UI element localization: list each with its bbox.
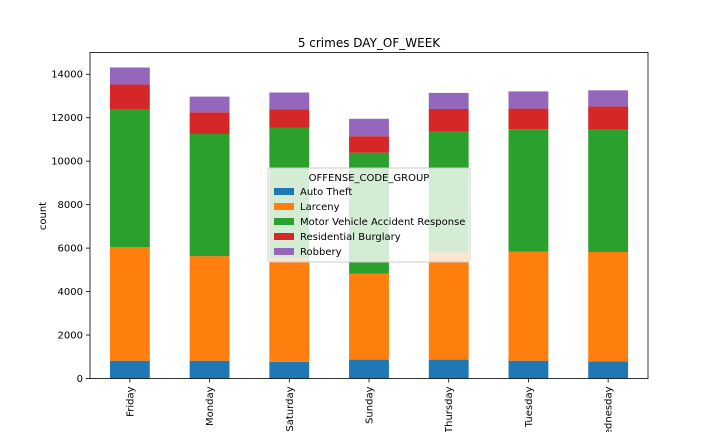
x-tick-label: Wednesday	[604, 386, 615, 432]
y-tick-label: 14000	[51, 70, 83, 81]
bar-wednesday-series-2	[588, 129, 629, 253]
bar-tuesday-series-0	[508, 360, 549, 379]
y-axis: 0 2000 4000 6000 8000 10000 12000 14000	[51, 70, 90, 385]
legend-items: Auto Theft Larceny Motor Vehicle Accident …	[274, 187, 465, 258]
bar-monday-series-3	[189, 112, 230, 134]
chart-title: 5 crimes DAY_OF_WEEK	[298, 36, 441, 50]
y-tick-label: 4000	[58, 287, 83, 298]
y-tick-label: 2000	[58, 331, 83, 342]
legend-swatch	[274, 188, 294, 195]
bar-saturday-series-0	[269, 361, 310, 379]
legend-swatch	[274, 248, 294, 255]
bar-sunday-series-0	[349, 359, 389, 379]
bar-saturday-series-4	[269, 92, 310, 110]
y-tick-label: 12000	[51, 113, 83, 124]
y-tick-label: 10000	[51, 157, 83, 168]
y-axis-title: count	[38, 202, 49, 230]
bar-wednesday-series-4	[588, 90, 629, 107]
bar-friday-series-0	[109, 360, 150, 379]
legend-label: Motor Vehicle Accident Response	[300, 217, 465, 228]
x-tick-label: Friday	[125, 386, 136, 416]
bar-thursday-series-0	[428, 359, 469, 379]
bar-wednesday-series-1	[588, 252, 629, 362]
bar-thursday-series-1	[428, 252, 469, 360]
legend-swatch	[274, 233, 294, 240]
bar-tuesday-series-2	[508, 129, 549, 252]
legend-label: Residential Burglary	[300, 232, 401, 243]
bar-monday-series-0	[189, 360, 230, 379]
bar-sunday-series-4	[349, 118, 389, 137]
bar-saturday-series-3	[269, 109, 310, 128]
x-tick-label: Monday	[205, 386, 216, 426]
bar-wednesday-series-3	[588, 106, 629, 130]
bar-friday-series-2	[109, 109, 150, 248]
bar-friday-series-4	[109, 67, 150, 85]
legend-swatch	[274, 218, 294, 225]
bar-wednesday-series-0	[588, 361, 629, 379]
x-tick-label: Tuesday	[524, 386, 535, 428]
bar-monday-series-1	[189, 256, 230, 361]
legend-label: Larceny	[300, 202, 340, 213]
bar-friday-series-1	[109, 247, 150, 361]
bar-friday-series-3	[109, 84, 150, 110]
legend-label: Auto Theft	[300, 187, 352, 198]
bar-thursday-series-3	[428, 109, 469, 132]
bar-tuesday-series-3	[508, 108, 549, 130]
bar-saturday-series-1	[269, 258, 310, 362]
legend-label: Robbery	[300, 247, 342, 258]
bar-sunday-series-1	[349, 273, 389, 360]
bar-sunday-series-3	[349, 136, 389, 153]
legend-box	[267, 167, 471, 263]
y-tick-label: 8000	[58, 200, 83, 211]
x-tick-label: Saturday	[285, 386, 296, 431]
legend-title: OFFENSE_CODE_GROUP	[309, 173, 430, 184]
legend: OFFENSE_CODE_GROUP Auto Theft Larceny Moto…	[267, 167, 471, 263]
bar-tuesday-series-4	[508, 91, 549, 109]
x-axis: Friday Monday Saturday Sunday Thursday Tuesda…	[125, 378, 615, 432]
x-tick-label: Thursday	[444, 386, 455, 432]
legend-swatch	[274, 203, 294, 210]
bar-tuesday-series-1	[508, 251, 549, 361]
bar-monday-series-2	[189, 134, 230, 257]
y-tick-label: 6000	[58, 244, 83, 255]
bar-monday-series-4	[189, 96, 230, 113]
bar-thursday-series-4	[428, 92, 469, 110]
y-tick-label: 0	[77, 374, 83, 385]
x-tick-label: Sunday	[365, 386, 376, 423]
